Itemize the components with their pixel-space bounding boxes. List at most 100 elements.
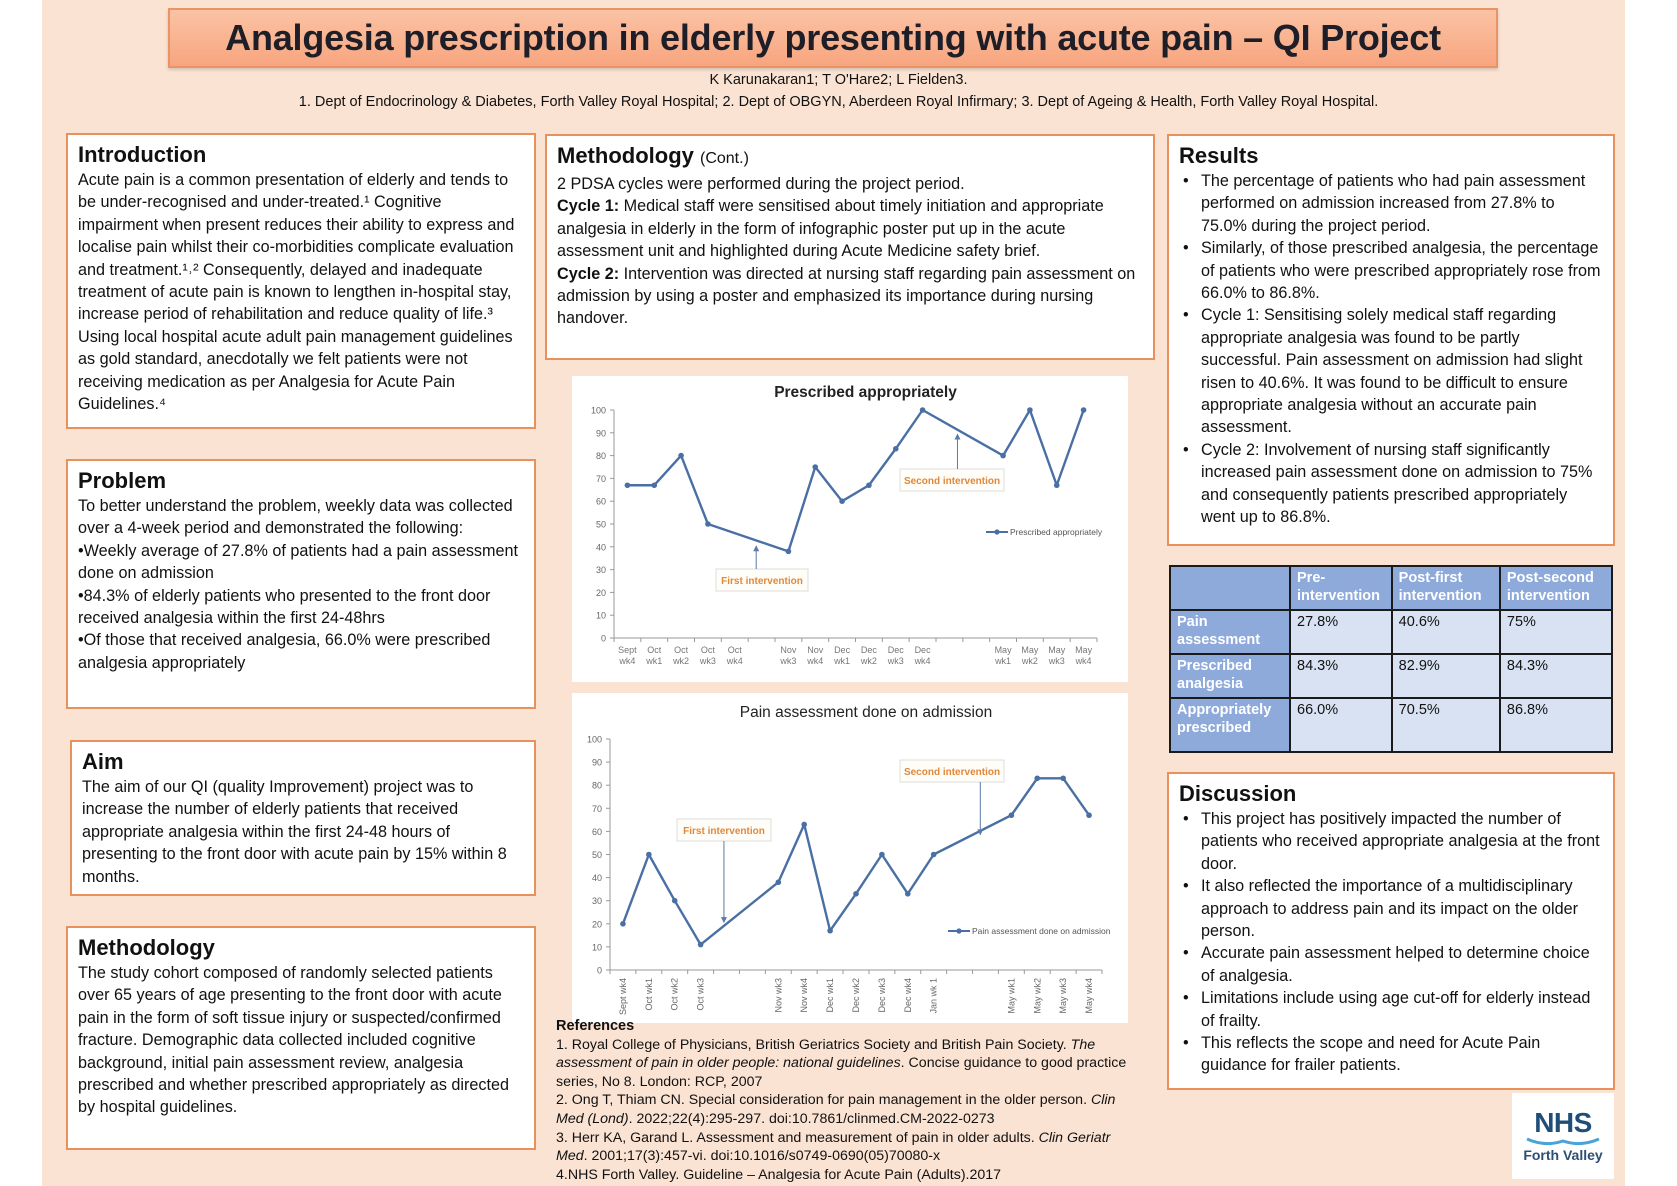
y-tick-label: 0 [601, 634, 606, 644]
chart-pain-assessment-svg: Pain assessment done on admission 0 10 20 30… [587, 704, 1111, 1015]
data-point [1060, 775, 1066, 782]
references-section: References 1. Royal College of Physician… [556, 1017, 1136, 1184]
cycle-2: Cycle 2: Intervention was directed at nu… [557, 263, 1143, 330]
data-point [785, 548, 792, 555]
reference-item: 4.NHS Forth Valley. Guideline – Analgesi… [556, 1166, 1136, 1185]
x-tick-label: wk4 [726, 656, 743, 666]
affiliations: 1. Dept of Endocrinology & Diabetes, For… [298, 94, 1379, 110]
logo-subtitle: Forth Valley [1523, 1147, 1603, 1163]
pdsa-intro: 2 PDSA cycles were performed during the … [557, 175, 965, 193]
methodology-section: Methodology The study cohort composed of… [66, 926, 536, 1150]
y-tick-label: 80 [596, 451, 606, 461]
annotation-box [715, 568, 809, 592]
data-point [678, 452, 684, 459]
row-header: Appropriately prescribed [1169, 697, 1291, 753]
annotation-label: Second intervention [904, 767, 1000, 778]
discussion-point: This reflects the scope and need for Acu… [1179, 1032, 1603, 1077]
logo-wave-icon [1526, 1137, 1600, 1146]
results-section: Results The percentage of patients who h… [1167, 134, 1615, 546]
column-header: Post-second intervention [1498, 565, 1614, 611]
aim-text: The aim of our QI (quality Improvement) … [82, 778, 507, 886]
results-point: Cycle 1: Sensitising solely medical staf… [1179, 304, 1603, 438]
table-cell: 84.3% [1289, 653, 1393, 699]
x-tick-label: wk4 [618, 656, 635, 666]
table-cell: 75% [1498, 609, 1614, 655]
data-point [1034, 775, 1041, 782]
authors: K Karunakaran1; T O'Hare2; L Fielden3. [709, 72, 968, 88]
cycle-2-label: Cycle 2: [557, 264, 620, 283]
reference-text: . Concise guidance to good practice seri… [556, 1055, 1127, 1090]
section-heading: Problem [78, 468, 167, 493]
y-tick-label: 70 [596, 474, 606, 484]
results-point: Similarly, of those prescribed analgesia… [1179, 237, 1603, 304]
table-row: Prescribed analgesia 84.3% 82.9% 84.3% [1169, 653, 1614, 699]
problem-intro: To better understand the problem, weekly… [78, 497, 513, 538]
discussion-point: It also reflected the importance of a mu… [1179, 875, 1603, 942]
column-header: Pre-intervention [1289, 565, 1393, 611]
discussion-list: This project has positively impacted the… [1179, 808, 1603, 1077]
y-tick-label: 90 [592, 758, 602, 768]
y-tick-label: 30 [596, 565, 606, 575]
discussion-point: Limitations include using age cut-off fo… [1179, 987, 1603, 1032]
annotation-box [899, 468, 1005, 492]
data-point [697, 941, 704, 948]
reference-text: . 2022;22(4):295-297. doi:10.7861/clinme… [628, 1110, 995, 1127]
table-row: Appropriately prescribed 66.0% 70.5% 86.… [1169, 697, 1614, 753]
x-tick-label: Dec [888, 645, 905, 655]
data-point [775, 879, 782, 886]
reference-journal: Clin Med (Lond) [556, 1092, 1116, 1127]
x-tick-label: Oct [674, 645, 689, 655]
x-tick-label: wk1 [994, 656, 1011, 666]
annotation-arrowhead [977, 829, 984, 836]
x-tick-label: Dec wk4 [903, 978, 913, 1013]
section-heading: Results [1179, 143, 1259, 168]
nhs-forth-valley-logo: NHS Forth Valley [1512, 1093, 1614, 1179]
y-tick-label: 10 [596, 611, 606, 621]
cycle-1-label: Cycle 1: [557, 197, 620, 216]
x-tick-label: Nov [807, 645, 824, 655]
methodology-cont-section: Methodology (Cont.) 2 PDSA cycles were p… [545, 134, 1155, 360]
chart-prescribed-appropriately: Prescribed appropriately 0 10 20 30 40 50 60 70 8… [572, 376, 1128, 682]
data-point [919, 407, 926, 413]
x-tick-label: Sept wk4 [618, 978, 628, 1015]
y-tick-label: 100 [587, 735, 602, 745]
heading-suffix: (Cont.) [700, 150, 749, 167]
reference-text: 2. Ong T, Thiam CN. Special consideratio… [556, 1092, 1091, 1109]
cycle-1: Cycle 1: Medical staff were sensitised a… [557, 195, 1143, 262]
references-heading: References [556, 1018, 635, 1034]
data-point [839, 498, 845, 504]
reference-item: 3. Herr KA, Garand L. Assessment and mea… [556, 1129, 1136, 1166]
data-point [646, 851, 652, 858]
y-tick-label: 50 [592, 850, 602, 860]
x-tick-label: wk3 [1048, 656, 1065, 666]
x-tick-label: Dec wk2 [851, 978, 861, 1013]
row-header: Pain assessment [1169, 609, 1291, 655]
table-cell: 66.0% [1289, 697, 1393, 753]
annotation-label: First intervention [683, 826, 765, 837]
reference-text: . 2001;17(3):457-vi. doi:10.1016/s0749-0… [583, 1148, 941, 1165]
reference-text: 1. Royal College of Physicians, British … [556, 1036, 1071, 1053]
data-point [705, 521, 711, 527]
table-cell: 84.3% [1498, 653, 1614, 699]
data-point [812, 464, 819, 470]
y-tick-label: 30 [592, 896, 602, 906]
reference-journal: The assessment of pain in older people: … [556, 1036, 1096, 1072]
x-tick-label: wk2 [860, 656, 877, 666]
cycle-2-text: Intervention was directed at nursing sta… [557, 264, 1136, 328]
data-point [904, 890, 911, 897]
row-header: Prescribed analgesia [1169, 653, 1291, 699]
chart-prescribed-appropriately-svg: Prescribed appropriately 0 10 20 30 40 50 60 70 8… [591, 384, 1103, 666]
data-point [827, 927, 833, 934]
data-point [620, 921, 626, 927]
data-point [1086, 812, 1092, 819]
results-point: The percentage of patients who had pain … [1179, 170, 1603, 237]
x-tick-label: Nov [780, 645, 797, 655]
legend-marker [994, 529, 1000, 535]
problem-point: •84.3% of elderly patients who presented… [78, 586, 491, 628]
y-tick-label: 60 [596, 497, 606, 507]
y-tick-label: 70 [592, 804, 602, 814]
series-line [627, 408, 1085, 553]
y-tick-label: 20 [596, 588, 606, 598]
annotation-arrowhead [753, 545, 760, 552]
annotation-arrowhead [720, 917, 727, 924]
